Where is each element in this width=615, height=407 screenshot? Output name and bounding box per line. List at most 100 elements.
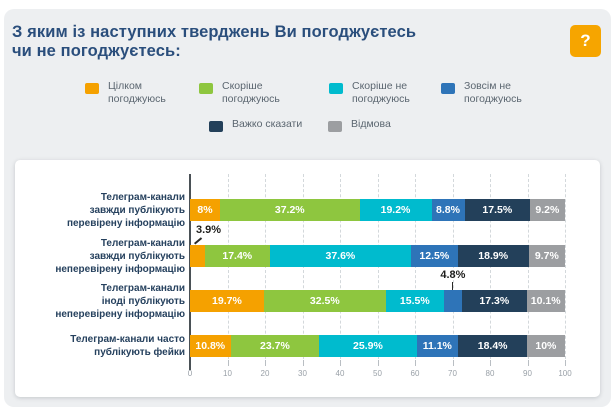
bar-segment: 8% xyxy=(190,199,220,221)
axis-tick-label: 60 xyxy=(410,369,420,378)
chart-plot: 0 10 20 30 40 50 60 70 80 90 100 Телеграм-канали зав… xyxy=(15,160,600,397)
bar-segment: 19.7% xyxy=(190,290,264,312)
bar-segment: 12.5% xyxy=(410,245,458,267)
category-label-line: Телеграм-канали часто xyxy=(70,334,185,345)
axis-tick xyxy=(340,360,341,366)
segment-value-label: 19.2% xyxy=(380,204,411,216)
legend-label: Скоріше не погоджуюсь xyxy=(352,80,410,105)
segment-value-label: 37.2% xyxy=(274,204,305,216)
bar-segment xyxy=(190,245,205,267)
bar-segment: 18.9% xyxy=(457,245,529,267)
axis-tick-label: 30 xyxy=(298,369,307,378)
category-label-line: завжди публікують xyxy=(89,204,185,216)
callout-connector xyxy=(194,237,202,245)
legend-item: Зовсім не погоджуюсь xyxy=(441,80,548,106)
legend-swatch xyxy=(199,83,213,94)
axis-tick xyxy=(452,360,454,366)
legend-swatch xyxy=(329,83,343,94)
bar-segment: 10.8% xyxy=(190,335,231,357)
segment-value-label: 15.5% xyxy=(399,295,430,307)
axis-tick-label: 10 xyxy=(223,369,232,378)
bar-segment: 9.2% xyxy=(530,199,565,221)
axis-tick-label: 40 xyxy=(335,369,345,378)
legend-swatch xyxy=(441,83,455,94)
bar-segment: 37.2% xyxy=(220,199,360,221)
legend-swatch xyxy=(85,83,99,94)
bar-segment: 9.7% xyxy=(528,245,565,267)
gridline xyxy=(527,174,529,364)
axis-tick xyxy=(527,360,529,366)
segment-value-label: 9.2% xyxy=(535,204,560,216)
legend-item: Цілком погоджуюсь xyxy=(85,80,192,106)
segment-value-label: 8% xyxy=(197,204,213,216)
help-badge[interactable]: ? xyxy=(570,25,601,57)
bar-segment: 17.5% xyxy=(464,199,531,221)
segment-value-label: 37.6% xyxy=(325,250,356,262)
category-label-line: іноді публікують xyxy=(101,295,185,307)
gridline xyxy=(227,174,229,364)
bar-segment: 10.1% xyxy=(526,290,565,312)
gridline xyxy=(452,174,454,364)
bar-segment: 15.5% xyxy=(385,290,444,312)
bar-segment: 23.7% xyxy=(230,335,320,357)
category-label-line: неперевірену інформацію xyxy=(55,308,185,320)
legend-label: Цілком погоджуюсь xyxy=(108,80,166,105)
legend-item: Скоріше не погоджуюсь xyxy=(329,80,436,106)
callout-label: 3.9% xyxy=(196,224,222,236)
segment-value-label: 17.5% xyxy=(482,204,513,216)
category-label-line: Телеграм-канали xyxy=(100,191,185,203)
legend-label: Зовсім не погоджуюсь xyxy=(464,80,522,105)
segment-value-label: 17.4% xyxy=(222,250,253,262)
category-label-line: Телеграм-канали xyxy=(100,237,185,249)
chart-card: 0 10 20 30 40 50 60 70 80 90 100 Телеграм-канали зав… xyxy=(15,160,600,397)
axis-tick xyxy=(377,360,379,366)
legend-item: Важко сказати xyxy=(209,118,302,132)
segment-value-label: 17.3% xyxy=(479,295,510,307)
segment-value-label: 19.7% xyxy=(212,295,242,307)
category-label-line: неперевірену інформацію xyxy=(55,263,185,275)
axis-tick xyxy=(265,360,266,366)
legend-label: Відмова xyxy=(351,118,391,130)
bar-row: 10.8% 23.7% 25.9% 11.1% 18.4% 10% xyxy=(190,335,565,357)
axis-tick-label: 0 xyxy=(187,369,193,378)
legend-item: Скоріше погоджуюсь xyxy=(199,80,306,106)
axis-tick xyxy=(415,360,416,366)
legend-label: Скоріше погоджуюсь xyxy=(222,80,280,105)
gridline xyxy=(377,174,379,364)
segment-value-label: 10% xyxy=(535,340,557,352)
category-label-line: Телеграм-канали xyxy=(100,282,185,294)
category-label-line: публікують фейки xyxy=(94,347,185,358)
gridline xyxy=(565,174,566,364)
axis-tick xyxy=(490,360,491,366)
bar-segment: 25.9% xyxy=(319,335,417,357)
bar-segment xyxy=(443,290,462,312)
category-label: Телеграм-канали іноді публікують неперевір… xyxy=(15,275,185,327)
category-label: Телеграм-канали часто публікують фейки xyxy=(15,320,185,372)
segment-value-label: 12.5% xyxy=(419,250,450,262)
callout-label: 4.8% xyxy=(440,269,466,281)
segment-value-label: 9.7% xyxy=(534,250,559,262)
bar-row: 8% 37.2% 19.2% 8.8% 17.5% 9.2% xyxy=(190,199,565,221)
bar-segment: 17.4% xyxy=(204,245,270,267)
segment-value-label: 10.8% xyxy=(195,340,226,352)
legend-swatch xyxy=(209,121,223,132)
page-title: З яким із наступних тверджень Ви погоджу… xyxy=(12,23,417,60)
bar-segment: 11.1% xyxy=(416,335,459,357)
bar-segment: 18.4% xyxy=(458,335,528,357)
gridline xyxy=(415,174,416,364)
axis-tick-label: 70 xyxy=(448,369,457,378)
axis-tick-label: 50 xyxy=(373,369,382,378)
segment-value-label: 23.7% xyxy=(260,340,290,352)
callout-connector xyxy=(451,282,454,290)
gridline xyxy=(265,174,266,364)
category-label-line: перевірену інформацію xyxy=(66,217,185,229)
bar-segment: 17.3% xyxy=(461,290,527,312)
segment-value-label: 18.4% xyxy=(477,340,508,352)
segment-value-label: 25.9% xyxy=(353,340,383,352)
bar-segment: 37.6% xyxy=(269,245,411,267)
axis-tick-label: 100 xyxy=(558,369,572,378)
question-mark-icon: ? xyxy=(580,31,591,50)
legend-label: Важко сказати xyxy=(232,118,303,130)
bar-segment: 8.8% xyxy=(431,199,465,221)
